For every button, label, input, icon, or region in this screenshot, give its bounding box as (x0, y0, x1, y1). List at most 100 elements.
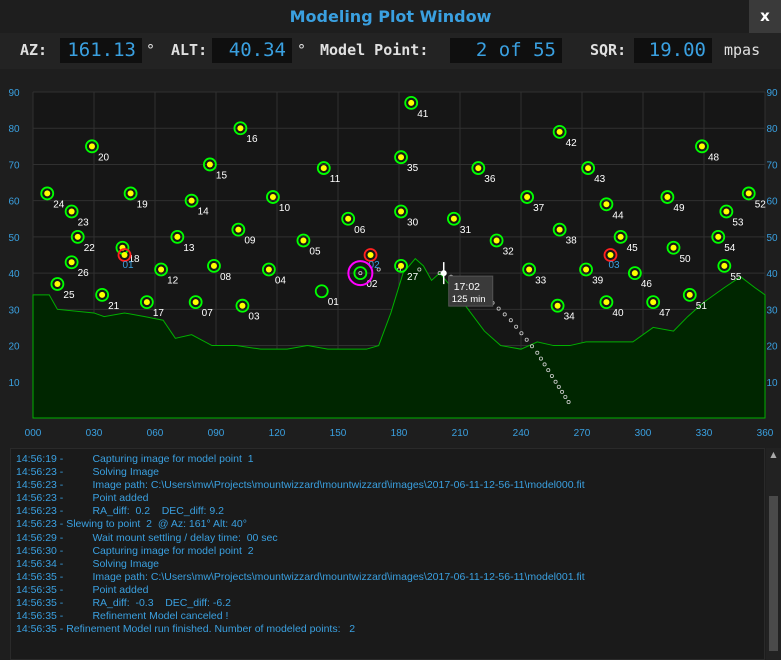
model-point-ring[interactable] (70, 229, 85, 244)
bad-point-ring[interactable] (363, 248, 378, 262)
model-point-dot[interactable] (237, 125, 244, 132)
bad-point-dot[interactable] (121, 252, 128, 258)
model-point-dot[interactable] (320, 165, 327, 172)
model-point-ring[interactable] (613, 229, 628, 244)
model-point-ring[interactable] (581, 161, 595, 175)
model-point-ring[interactable] (394, 150, 408, 165)
model-point-ring[interactable] (341, 211, 356, 226)
modeling-plot[interactable]: 10 10 20 20 30 30 40 40 50 50 60 60 70 70 80 80 90 90 000 0… (0, 80, 781, 442)
model-point-dot[interactable] (554, 302, 561, 309)
model-point-ring[interactable] (202, 157, 217, 172)
model-point-ring[interactable] (719, 204, 734, 219)
model-point-ring[interactable] (695, 139, 709, 154)
model-point-ring[interactable] (139, 295, 154, 309)
model-point-ring[interactable] (599, 295, 614, 309)
model-point-dot[interactable] (745, 190, 752, 197)
model-point-dot[interactable] (450, 215, 457, 222)
model-point-dot[interactable] (585, 165, 592, 172)
model-point-dot[interactable] (721, 262, 728, 269)
model-point-dot[interactable] (143, 299, 150, 306)
model-point-ring[interactable] (520, 190, 534, 204)
model-point-ring[interactable] (170, 229, 185, 244)
bad-point-ring[interactable] (117, 248, 132, 262)
sky-plot-svg[interactable]: 10 10 20 20 30 30 40 40 50 50 60 60 70 70 80 80 90 90 000 0… (0, 80, 781, 442)
model-point-dot[interactable] (192, 299, 199, 306)
model-point-dot[interactable] (99, 291, 106, 298)
model-point-ring[interactable] (231, 222, 246, 237)
model-point-ring[interactable] (188, 295, 203, 309)
model-point-dot[interactable] (398, 154, 405, 161)
model-point-ring[interactable] (154, 262, 169, 277)
model-point-ring[interactable] (394, 204, 408, 219)
model-point-ring[interactable] (552, 124, 567, 139)
bad-point-dot[interactable] (367, 252, 374, 258)
model-point-ring[interactable] (316, 161, 331, 175)
model-point-dot[interactable] (239, 302, 246, 309)
scroll-thumb[interactable] (769, 496, 778, 651)
model-point-dot[interactable] (475, 165, 482, 172)
model-point-dot[interactable] (265, 266, 272, 273)
model-point-dot[interactable] (188, 197, 195, 204)
model-point-dot[interactable] (617, 233, 624, 240)
model-point-ring[interactable] (682, 287, 697, 302)
model-point-dot[interactable] (526, 266, 533, 273)
model-point-ring[interactable] (266, 190, 280, 204)
model-point-dot[interactable] (650, 299, 657, 306)
model-point-dot[interactable] (398, 262, 405, 269)
model-point-ring[interactable] (522, 262, 537, 277)
model-point-dot[interactable] (603, 201, 610, 208)
model-point-ring[interactable] (660, 190, 675, 204)
model-point-ring[interactable] (85, 139, 99, 154)
model-point-ring[interactable] (471, 161, 486, 175)
model-point-dot[interactable] (556, 226, 563, 233)
model-point-ring[interactable] (446, 211, 461, 226)
model-point-ring[interactable] (207, 258, 221, 273)
model-point-dot[interactable] (54, 280, 61, 287)
model-point-ring[interactable] (646, 295, 661, 309)
model-point-dot[interactable] (715, 233, 722, 240)
model-point-dot[interactable] (88, 143, 95, 150)
model-point-dot[interactable] (68, 259, 75, 266)
model-point-dot[interactable] (603, 299, 610, 306)
model-point-ring[interactable] (64, 255, 79, 270)
model-point-ring[interactable] (353, 266, 368, 281)
model-point-ring[interactable] (50, 277, 65, 291)
model-point-ring[interactable] (717, 258, 732, 273)
model-point-ring[interactable] (404, 95, 419, 110)
model-point-ring[interactable] (666, 240, 681, 255)
model-point-dot[interactable] (210, 262, 217, 269)
model-point-ring[interactable] (394, 258, 408, 273)
model-point-ring[interactable] (95, 287, 110, 302)
model-point-ring[interactable] (579, 262, 593, 277)
model-point-ring[interactable] (550, 298, 565, 313)
model-point-dot[interactable] (398, 208, 405, 215)
model-point-ring[interactable] (599, 197, 614, 212)
model-point-ring[interactable] (741, 186, 756, 201)
model-point-dot[interactable] (44, 190, 51, 197)
model-point-dot[interactable] (524, 194, 531, 201)
message-log[interactable]: 14:56:19 - Capturing image for model poi… (10, 448, 765, 660)
model-point-ring[interactable] (552, 222, 567, 237)
model-point-ring[interactable] (235, 298, 250, 313)
model-point-dot[interactable] (408, 99, 415, 106)
model-point-ring[interactable] (296, 233, 311, 248)
model-point-dot[interactable] (583, 266, 590, 273)
model-point-dot[interactable] (670, 244, 677, 251)
model-point-dot[interactable] (68, 208, 75, 215)
log-scrollbar[interactable]: ▲ (766, 448, 781, 660)
model-point-dot[interactable] (493, 237, 500, 244)
model-point-ring[interactable] (184, 193, 199, 208)
model-point-dot[interactable] (686, 291, 693, 298)
bad-point-dot[interactable] (607, 252, 614, 258)
model-point-ring[interactable] (314, 284, 329, 299)
model-point-ring[interactable] (40, 186, 55, 201)
model-point-dot[interactable] (235, 226, 242, 233)
close-button[interactable]: x (749, 0, 781, 33)
model-point-dot[interactable] (723, 208, 730, 215)
model-point-ring[interactable] (123, 186, 138, 201)
model-point-dot[interactable] (269, 194, 276, 201)
model-point-ring[interactable] (64, 204, 79, 219)
bad-point-ring[interactable] (603, 248, 618, 262)
model-point-dot[interactable] (300, 237, 307, 244)
model-point-ring[interactable] (711, 229, 726, 244)
